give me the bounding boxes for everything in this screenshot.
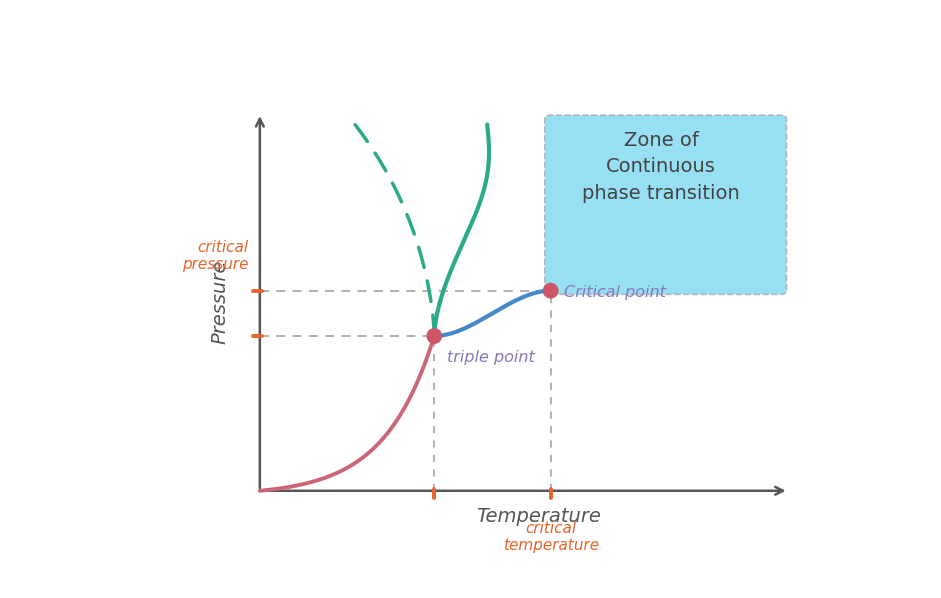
Text: Zone of
Continuous
phase transition: Zone of Continuous phase transition — [582, 131, 740, 203]
Text: critical
pressure: critical pressure — [183, 240, 248, 272]
Text: Temperature: Temperature — [476, 507, 601, 526]
Text: critical
temperature: critical temperature — [502, 521, 598, 553]
Text: triple point: triple point — [447, 350, 535, 365]
Text: Critical point: Critical point — [564, 285, 665, 300]
Point — [427, 331, 442, 341]
Point — [543, 286, 558, 295]
FancyBboxPatch shape — [545, 115, 787, 294]
Text: Pressure: Pressure — [210, 260, 230, 344]
